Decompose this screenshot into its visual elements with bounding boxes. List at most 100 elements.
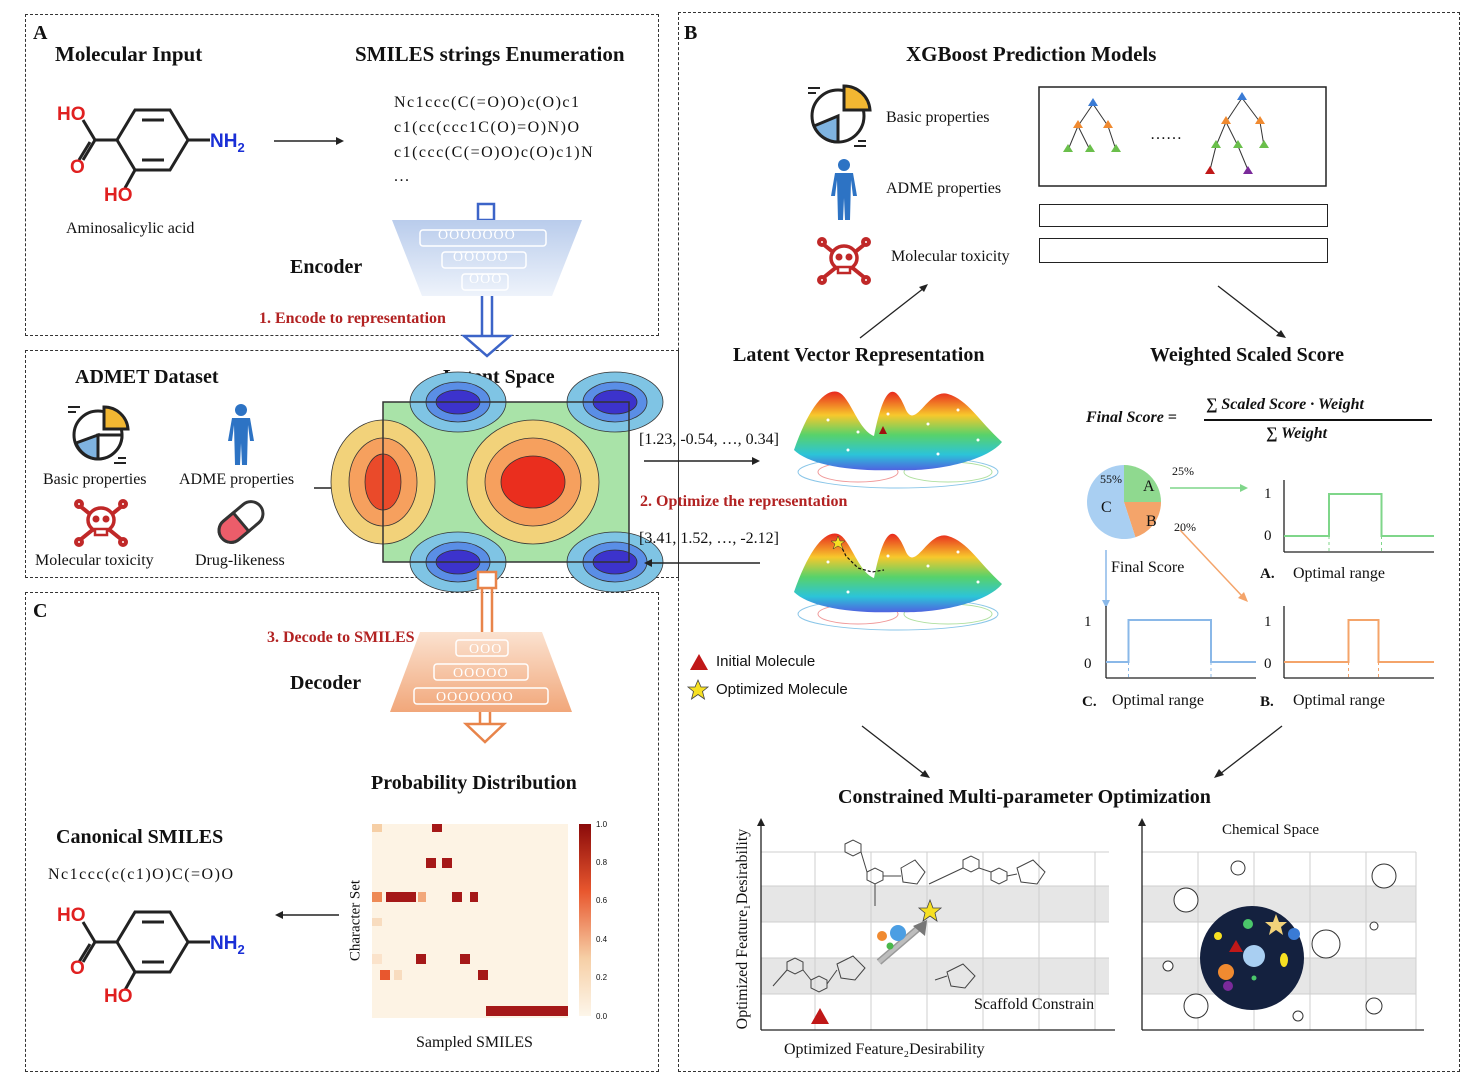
- skull-crossbones-icon-b: [817, 237, 871, 285]
- initial-molecule-triangle-icon: [690, 654, 708, 670]
- panel-a-letter: A: [33, 22, 48, 44]
- chart-b-id: B.: [1260, 694, 1274, 710]
- formula-lhs: Final Score =: [1086, 409, 1177, 426]
- latent-vector-2: [3.41, 1.52, …, -2.12]: [639, 530, 779, 547]
- pie-slice-c: [1087, 465, 1136, 539]
- step-2-label: 2. Optimize the representation: [640, 493, 848, 510]
- pie-chart-icon: [68, 405, 130, 464]
- chart-a-y0: 0: [1264, 528, 1272, 544]
- b-basic-properties: Basic properties: [886, 109, 990, 126]
- pie-label-b: B: [1146, 513, 1157, 530]
- panel-c-letter: C: [33, 600, 48, 622]
- panel-b-letter: B: [684, 22, 698, 44]
- molecule-structure-a: [77, 108, 210, 189]
- panel-b-frame: [678, 12, 1460, 1072]
- encoder-row-1: OOOOOOO: [438, 228, 516, 243]
- pie-slice-b: [1124, 502, 1161, 538]
- weighted-scaled-score-title: Weighted Scaled Score: [1150, 344, 1345, 366]
- panel-c-frame: [25, 592, 659, 1072]
- arrow-right-to-cmpo: [1214, 725, 1283, 778]
- atom-c-ho-bottom: HO: [104, 986, 133, 1007]
- chart-c-label: Optimal range: [1112, 692, 1204, 709]
- panel-a-frame: [25, 14, 659, 336]
- step-3-label: 3. Decode to SMILES: [267, 629, 415, 646]
- pie-label-c: C: [1101, 499, 1112, 516]
- xgboost-trees-box: [1038, 86, 1327, 187]
- pie-percent-a: 25%: [1172, 464, 1194, 478]
- chart-step-line: [1284, 493, 1434, 537]
- chart-b-label: Optimal range: [1293, 692, 1385, 709]
- pill-icon: [217, 500, 265, 544]
- b-adme-properties: ADME properties: [886, 180, 1002, 197]
- molecular-input-title: Molecular Input: [55, 42, 203, 66]
- molecule-name: Aminosalicylic acid: [66, 220, 195, 237]
- surface-plot-bottom: [794, 533, 1002, 631]
- pie-arrows: [1102, 484, 1248, 608]
- final-score-label: Final Score: [1111, 559, 1185, 576]
- atom-c-o: O: [70, 958, 85, 979]
- colorbar-tick-02: 0.2: [596, 973, 608, 982]
- weighted-score-pie: [1087, 465, 1161, 539]
- smiles-line-more: ...: [394, 168, 411, 185]
- model-box-toxicity: [1039, 238, 1328, 263]
- colorbar-tick-06: 0.6: [596, 896, 608, 905]
- atom-c-ho-top: HO: [57, 905, 86, 926]
- atom-c-nh2: NH2: [210, 933, 245, 957]
- pie-chart-icon-b: [808, 84, 872, 147]
- dataset-basic-properties: Basic properties: [43, 471, 147, 488]
- atom-ho-top: HO: [57, 104, 86, 125]
- colorbar-tick-00: 0.0: [596, 1012, 608, 1021]
- scaffold-constrain-label: Scaffold Constrain: [974, 996, 1095, 1013]
- chart-b-y1: 1: [1264, 614, 1272, 630]
- molecule-structure-c: [77, 910, 210, 991]
- legend-initial-molecule: Initial Molecule: [716, 653, 816, 670]
- dataset-drug-likeness: Drug-likeness: [195, 552, 285, 569]
- legend-optimized-molecule: Optimized Molecule: [716, 681, 848, 698]
- arrow-vec2: [644, 559, 760, 567]
- chart-a-y1: 1: [1264, 486, 1272, 502]
- pie-label-a: A: [1143, 478, 1155, 495]
- smiles-line-2: c1(cc(ccc1C(O)=O)N)O: [394, 119, 581, 136]
- arrow-to-wss: [1217, 285, 1286, 338]
- latent-vector-1: [1.23, -0.54, …, 0.34]: [639, 431, 779, 448]
- canonical-smiles-title: Canonical SMILES: [56, 826, 224, 848]
- xgboost-title: XGBoost Prediction Models: [906, 42, 1157, 66]
- chart-c-y0: 0: [1084, 656, 1092, 672]
- formula-numerator: ∑ Scaled Score · Weight: [1206, 396, 1364, 413]
- human-body-icon-b: [831, 159, 857, 220]
- canonical-smiles-value: Nc1ccc(c(c1)O)C(=O)O: [48, 866, 235, 883]
- atom-nh2: NH2: [210, 131, 245, 155]
- decoder-row-3: OOOOOOO: [436, 690, 514, 705]
- optimal-range-chart-c: [1105, 606, 1256, 679]
- optimized-molecule-star-icon: [686, 678, 710, 700]
- decoder-row-1: OOO: [469, 642, 503, 657]
- decoder-label: Decoder: [290, 672, 362, 694]
- latent-to-decoder-arrow: [476, 570, 498, 634]
- encoder-row-3: OOO: [469, 272, 503, 287]
- cmpo-x-axis-label: Optimized Feature₂Desirability: [784, 1041, 985, 1058]
- decoder-row-2: OOOOO: [453, 666, 509, 681]
- smiles-line-1: Nc1ccc(C(=O)O)c(O)c1: [394, 94, 581, 111]
- arrow-input-to-enum: [274, 137, 344, 145]
- pie-slice-a: [1124, 465, 1161, 502]
- optimal-range-chart-a: [1283, 480, 1434, 553]
- probability-heatmap: [372, 824, 568, 1018]
- chart-c-id: C.: [1082, 694, 1097, 710]
- encoder-label: Encoder: [290, 256, 363, 278]
- model-box-adme: [1039, 204, 1328, 227]
- dataset-molecular-toxicity: Molecular toxicity: [35, 552, 154, 569]
- chart-step-line: [1284, 619, 1434, 663]
- surface-plot-top: [794, 391, 1002, 489]
- smiles-enumeration-title: SMILES strings Enumeration: [355, 42, 625, 66]
- chart-b-y0: 0: [1264, 656, 1272, 672]
- pie-percent-c: 55%: [1100, 472, 1122, 486]
- formula-denominator: ∑ Weight: [1266, 425, 1328, 442]
- colorbar-tick-10: 1.0: [596, 820, 608, 829]
- encoder-shape: [392, 202, 582, 358]
- dataset-adme-properties: ADME properties: [179, 471, 295, 488]
- human-body-icon: [228, 404, 254, 465]
- arrow-prob-to-canonical: [275, 911, 339, 919]
- b-molecular-toxicity: Molecular toxicity: [891, 248, 1010, 265]
- latent-space-contour: [330, 371, 664, 593]
- optimal-range-chart-b: [1283, 606, 1434, 679]
